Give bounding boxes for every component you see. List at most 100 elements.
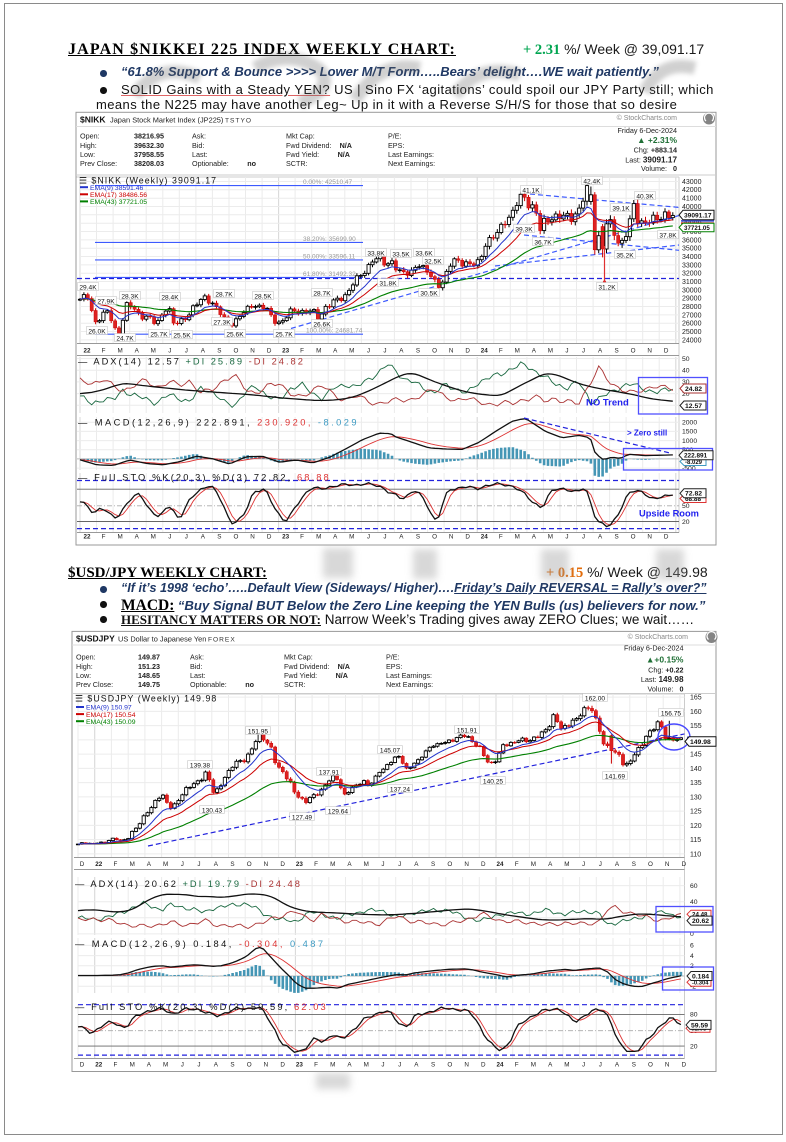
svg-text:100.00%: 24681.74: 100.00%: 24681.74 [306, 328, 363, 335]
svg-text:$USDJPY: $USDJPY [76, 634, 115, 644]
svg-text:N: N [665, 1062, 670, 1069]
svg-text:M: M [151, 348, 156, 355]
svg-text:165: 165 [690, 695, 702, 702]
svg-text:39.3K: 39.3K [515, 226, 533, 233]
svg-text:▲+0.15%: ▲+0.15% [646, 654, 684, 664]
svg-text:A: A [214, 861, 219, 868]
svg-text:33.8K: 33.8K [367, 250, 385, 257]
svg-text:27.3K: 27.3K [213, 319, 231, 326]
svg-text:▲ +2.31%: ▲ +2.31% [637, 135, 677, 145]
svg-text:F: F [499, 348, 503, 355]
svg-text:EMA(9) 150.97: EMA(9) 150.97 [86, 705, 132, 712]
svg-text:27000: 27000 [682, 312, 702, 319]
svg-text:Ask:: Ask: [192, 132, 206, 141]
svg-text:127.49: 127.49 [292, 814, 313, 821]
svg-text:N/A: N/A [338, 150, 350, 159]
svg-text:S: S [614, 534, 618, 541]
svg-text:25.7K: 25.7K [150, 331, 168, 338]
svg-text:31000: 31000 [682, 279, 702, 286]
svg-text:US Dollar to Japanese Yen: US Dollar to Japanese Yen [118, 635, 206, 644]
svg-text:M: M [316, 348, 321, 355]
svg-text:NO Trend: NO Trend [586, 398, 629, 409]
svg-text:43000: 43000 [682, 179, 702, 186]
svg-text:F: F [314, 1062, 318, 1069]
svg-text:S: S [614, 348, 618, 355]
svg-text:M: M [515, 534, 520, 541]
svg-text:137.24: 137.24 [390, 786, 411, 793]
svg-text:N/A: N/A [340, 141, 352, 150]
svg-text:N: N [264, 861, 269, 868]
svg-text:A: A [347, 1062, 352, 1069]
svg-text:J: J [381, 861, 384, 868]
svg-text:23: 23 [296, 1062, 304, 1069]
svg-text:27.9K: 27.9K [97, 298, 115, 305]
svg-text:Fwd Yield:: Fwd Yield: [284, 671, 317, 680]
svg-text:J: J [565, 348, 568, 355]
svg-text:N: N [250, 534, 255, 541]
svg-text:-2: -2 [690, 984, 696, 991]
svg-text:50: 50 [682, 356, 690, 363]
svg-text:M: M [130, 861, 135, 868]
svg-text:O: O [234, 534, 239, 541]
svg-text:F: F [113, 1062, 117, 1069]
svg-text:— ADX(14) 12.57 +DI 25.89 -DI: — ADX(14) 12.57 +DI 25.89 -DI 24.82 [78, 357, 305, 367]
svg-text:125: 125 [690, 809, 702, 816]
svg-text:O: O [631, 348, 636, 355]
svg-text:149.98: 149.98 [690, 739, 711, 746]
svg-text:N/A: N/A [338, 662, 350, 671]
svg-text:28.4K: 28.4K [161, 294, 179, 301]
svg-text:J: J [383, 534, 386, 541]
svg-text:— ADX(14) 20.62 +DI 19.79 -DI: — ADX(14) 20.62 +DI 19.79 -DI 24.48 [75, 879, 302, 889]
svg-text:M: M [515, 348, 520, 355]
svg-text:22: 22 [95, 861, 103, 868]
svg-text:J: J [565, 534, 568, 541]
svg-text:F: F [515, 1062, 519, 1069]
svg-text:EPS:: EPS: [388, 141, 404, 150]
svg-text:36.7K: 36.7K [534, 239, 552, 246]
svg-text:Bid:: Bid: [190, 662, 202, 671]
svg-text:20.62: 20.62 [692, 918, 709, 925]
svg-text:Fwd Dividend:: Fwd Dividend: [284, 662, 330, 671]
svg-text:Volume: 0: Volume: 0 [641, 164, 677, 173]
svg-text:High:: High: [76, 662, 93, 671]
svg-text:S: S [416, 534, 420, 541]
svg-text:A: A [615, 861, 620, 868]
svg-text:6: 6 [690, 943, 694, 950]
svg-text:Japan Stock Market Index (JP22: Japan Stock Market Index (JP225) [110, 116, 223, 125]
svg-text:Open:: Open: [80, 132, 100, 141]
svg-text:Next Earnings:: Next Earnings: [386, 680, 433, 689]
svg-text:38208.03: 38208.03 [134, 159, 164, 168]
svg-text:D: D [267, 348, 272, 355]
svg-text:J: J [367, 534, 370, 541]
svg-text:FOREX: FOREX [208, 637, 236, 644]
svg-text:Optionable:: Optionable: [190, 680, 227, 689]
svg-text:37958.55: 37958.55 [134, 150, 164, 159]
svg-text:M: M [117, 348, 122, 355]
svg-text:20: 20 [690, 1043, 698, 1050]
svg-text:34000: 34000 [682, 254, 702, 261]
svg-text:J: J [582, 534, 585, 541]
svg-text:O: O [631, 534, 636, 541]
svg-text:N: N [449, 534, 454, 541]
svg-text:140.25: 140.25 [483, 778, 504, 785]
svg-text:28.7K: 28.7K [313, 290, 331, 297]
svg-text:☰ $USDJPY (Weekly) 149.98: ☰ $USDJPY (Weekly) 149.98 [75, 694, 217, 704]
svg-text:Friday 6-Dec-2024: Friday 6-Dec-2024 [617, 126, 677, 135]
svg-text:M: M [330, 861, 335, 868]
svg-text:130.43: 130.43 [202, 807, 223, 814]
svg-text:EMA(17) 38486.56: EMA(17) 38486.56 [90, 192, 147, 199]
svg-text:O: O [432, 534, 437, 541]
svg-text:O: O [234, 348, 239, 355]
svg-text:F: F [515, 861, 519, 868]
svg-text:139.38: 139.38 [190, 762, 211, 769]
svg-text:J: J [582, 1062, 585, 1069]
svg-text:J: J [599, 1062, 602, 1069]
svg-text:SCTR:: SCTR: [284, 680, 306, 689]
svg-text:23: 23 [282, 348, 290, 355]
svg-text:S: S [431, 861, 435, 868]
svg-text:D: D [80, 1062, 85, 1069]
svg-text:A: A [414, 861, 419, 868]
svg-text:EPS:: EPS: [386, 662, 402, 671]
svg-text:155: 155 [690, 723, 702, 730]
svg-text:Next Earnings:: Next Earnings: [388, 159, 435, 168]
